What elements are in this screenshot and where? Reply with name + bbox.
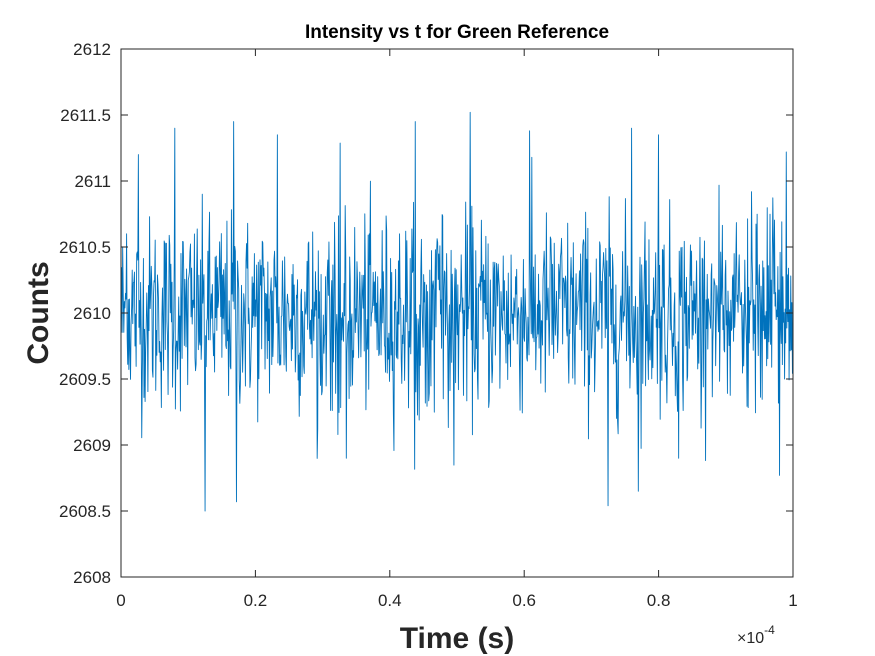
y-tick-label: 2611 xyxy=(74,172,111,191)
x-tick-label: 0 xyxy=(116,591,125,610)
y-tick-label: 2610 xyxy=(73,304,111,323)
x-exponent-base: ×10 xyxy=(737,630,764,647)
x-exponent-power: -4 xyxy=(764,623,775,637)
x-tick-label: 1 xyxy=(788,591,797,610)
x-tick-label: 0.2 xyxy=(244,591,268,610)
y-tick-label: 2609 xyxy=(73,436,111,455)
y-tick-label: 2611.5 xyxy=(60,106,111,125)
y-tick-label: 2608.5 xyxy=(59,502,111,521)
y-tick-label: 2612 xyxy=(73,40,111,59)
chart-title: Intensity vs t for Green Reference xyxy=(305,22,609,43)
x-tick-label: 0.8 xyxy=(647,591,671,610)
x-tick-label: 0.4 xyxy=(378,591,402,610)
y-tick-label: 2608 xyxy=(73,568,111,587)
y-ticks: 2608 2608.5 2609 2609.5 2610 2610.5 2611 2611.5… xyxy=(59,40,793,587)
x-axis-label: Time (s) xyxy=(400,622,514,655)
x-ticks: 0 0.2 0.4 0.6 0.8 1 xyxy=(116,49,798,610)
x-exponent-label: ×10-4 xyxy=(737,623,775,647)
y-tick-label: 2610.5 xyxy=(59,238,111,257)
y-axis-label: Counts xyxy=(22,261,55,364)
series-line xyxy=(120,111,794,512)
y-tick-label: 2609.5 xyxy=(59,370,111,389)
series-group xyxy=(120,111,794,512)
x-tick-label: 0.6 xyxy=(512,591,536,610)
